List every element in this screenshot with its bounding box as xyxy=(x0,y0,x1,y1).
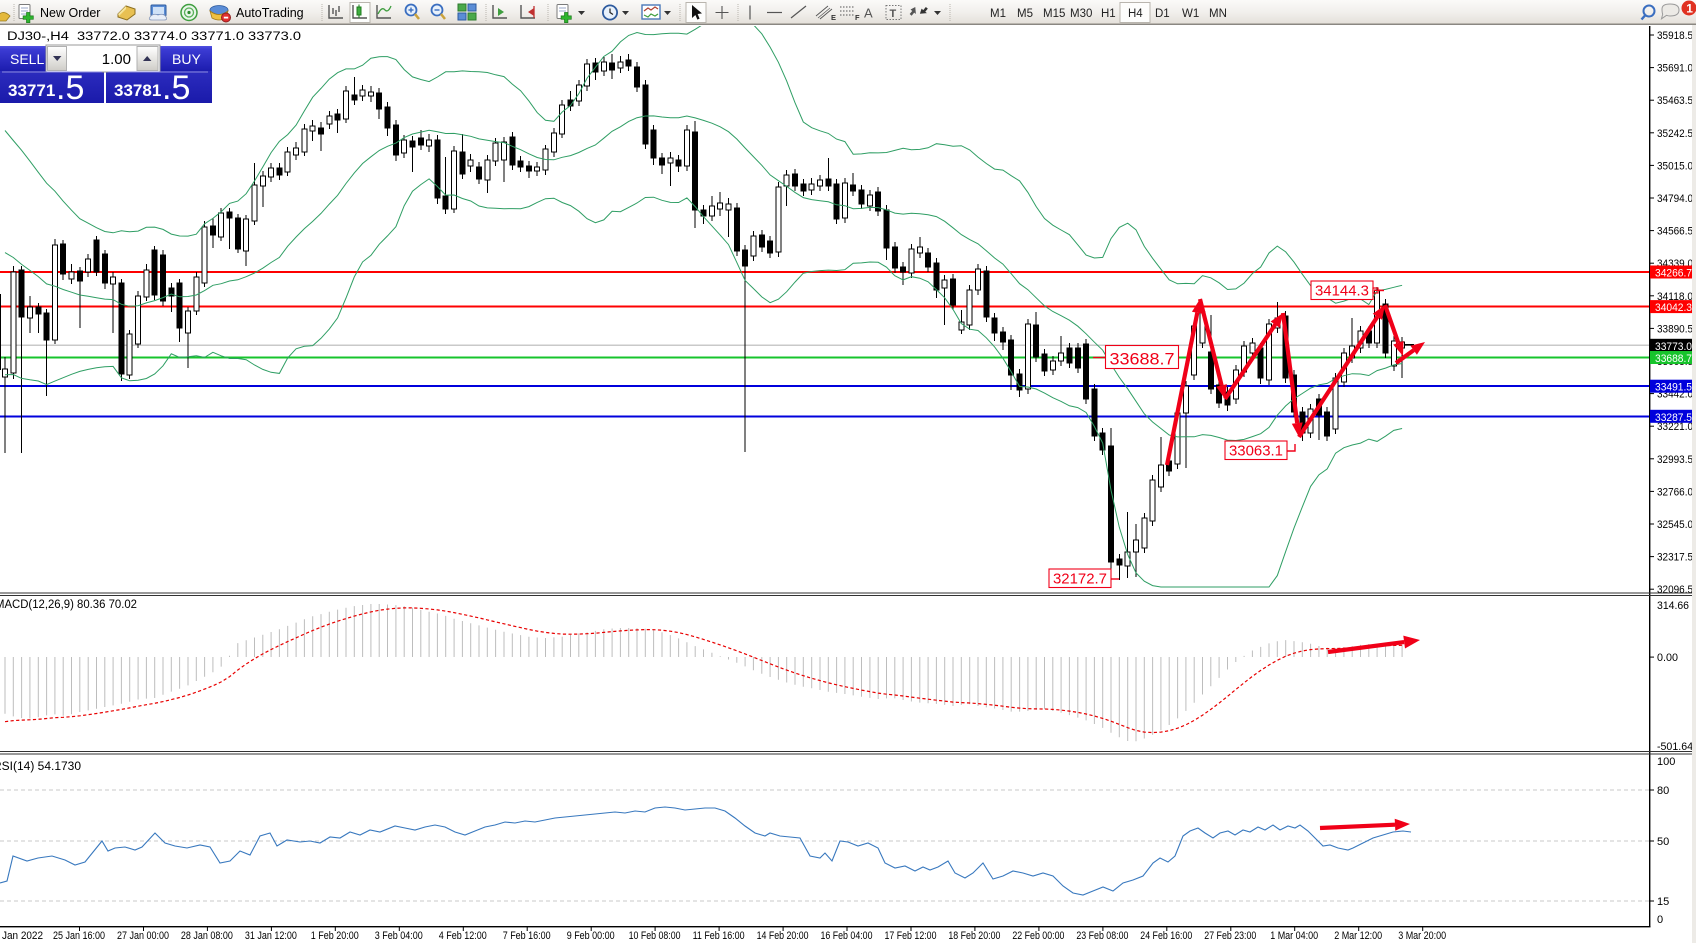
svg-text:34266.7: 34266.7 xyxy=(1655,268,1692,280)
svg-text:17 Feb 12:00: 17 Feb 12:00 xyxy=(885,930,937,942)
svg-text:35691.0: 35691.0 xyxy=(1657,63,1693,75)
svg-text:80: 80 xyxy=(1657,785,1669,797)
svg-text:100: 100 xyxy=(1657,756,1675,768)
svg-text:3 Feb 04:00: 3 Feb 04:00 xyxy=(375,930,423,942)
svg-text:D1: D1 xyxy=(1155,8,1170,20)
svg-text:33773.0: 33773.0 xyxy=(1655,341,1692,353)
svg-text:32545.0: 32545.0 xyxy=(1657,519,1693,531)
svg-text:15: 15 xyxy=(1657,896,1669,908)
svg-text:35015.0: 35015.0 xyxy=(1657,160,1693,172)
svg-text:DJ30-,H4 33772.0 33774.0 3377: DJ30-,H4 33772.0 33774.0 33771.0 33773.0 xyxy=(7,31,301,43)
svg-text:1.00: 1.00 xyxy=(102,51,131,68)
svg-text:35918.5: 35918.5 xyxy=(1657,30,1693,42)
svg-text:35463.5: 35463.5 xyxy=(1657,95,1693,107)
svg-text:10 Feb 08:00: 10 Feb 08:00 xyxy=(629,930,681,942)
svg-text:M30: M30 xyxy=(1070,8,1092,20)
svg-text:0.00: 0.00 xyxy=(1657,652,1678,664)
svg-text:1 Feb 20:00: 1 Feb 20:00 xyxy=(311,930,359,942)
svg-text:35242.5: 35242.5 xyxy=(1657,128,1693,140)
svg-text:2 Mar 12:00: 2 Mar 12:00 xyxy=(1334,930,1382,942)
svg-text:25 Jan 16:00: 25 Jan 16:00 xyxy=(53,930,105,942)
svg-text:1: 1 xyxy=(1686,2,1693,16)
svg-text:22 Feb 00:00: 22 Feb 00:00 xyxy=(1012,930,1064,942)
svg-text:RSI(14) 54.1730: RSI(14) 54.1730 xyxy=(0,761,81,773)
svg-text:14 Feb 20:00: 14 Feb 20:00 xyxy=(757,930,809,942)
svg-text:MN: MN xyxy=(1209,8,1227,20)
svg-text:New Order: New Order xyxy=(40,6,100,20)
svg-text:-501.64: -501.64 xyxy=(1657,741,1693,753)
svg-text:314.66: 314.66 xyxy=(1657,600,1689,612)
svg-text:32317.5: 32317.5 xyxy=(1657,552,1693,564)
svg-text:T: T xyxy=(890,8,897,20)
svg-text:AutoTrading: AutoTrading xyxy=(236,6,304,20)
svg-text:Jan 2022: Jan 2022 xyxy=(2,930,43,942)
svg-text:31 Jan 12:00: 31 Jan 12:00 xyxy=(245,930,297,942)
svg-text:9 Feb 00:00: 9 Feb 00:00 xyxy=(567,930,615,942)
svg-text:33063.1: 33063.1 xyxy=(1229,443,1283,460)
svg-text:33688.7: 33688.7 xyxy=(1110,350,1175,369)
svg-text:24 Feb 16:00: 24 Feb 16:00 xyxy=(1140,930,1192,942)
svg-text:F: F xyxy=(855,13,860,22)
svg-text:32096.5: 32096.5 xyxy=(1657,584,1693,596)
svg-text:32766.0: 32766.0 xyxy=(1657,486,1693,498)
svg-text:27 Jan 00:00: 27 Jan 00:00 xyxy=(117,930,169,942)
svg-text:34042.3: 34042.3 xyxy=(1655,302,1692,314)
svg-text:7 Feb 16:00: 7 Feb 16:00 xyxy=(503,930,551,942)
svg-text:23 Feb 08:00: 23 Feb 08:00 xyxy=(1076,930,1128,942)
svg-text:34118.0: 34118.0 xyxy=(1657,291,1693,303)
svg-text:SELL: SELL xyxy=(10,51,44,67)
svg-text:MACD(12,26,9) 80.36 70.02: MACD(12,26,9) 80.36 70.02 xyxy=(0,599,137,611)
svg-text:34794.0: 34794.0 xyxy=(1657,193,1693,205)
svg-text:16 Feb 04:00: 16 Feb 04:00 xyxy=(821,930,873,942)
svg-text:.5: .5 xyxy=(162,69,190,107)
svg-text:33771: 33771 xyxy=(8,81,55,100)
svg-text:33781: 33781 xyxy=(114,81,161,100)
svg-text:A: A xyxy=(864,6,873,21)
svg-text:M15: M15 xyxy=(1043,8,1065,20)
svg-text:W1: W1 xyxy=(1182,8,1199,20)
svg-text:M1: M1 xyxy=(990,8,1006,20)
svg-text:50: 50 xyxy=(1657,836,1669,848)
svg-text:M5: M5 xyxy=(1017,8,1033,20)
svg-text:4 Feb 12:00: 4 Feb 12:00 xyxy=(439,930,487,942)
svg-text:1 Mar 04:00: 1 Mar 04:00 xyxy=(1270,930,1318,942)
svg-text:3 Mar 20:00: 3 Mar 20:00 xyxy=(1398,930,1446,942)
svg-text:H4: H4 xyxy=(1128,8,1143,20)
svg-text:33688.7: 33688.7 xyxy=(1655,353,1692,365)
svg-text:BUY: BUY xyxy=(172,51,201,67)
svg-text:27 Feb 23:00: 27 Feb 23:00 xyxy=(1204,930,1256,942)
svg-text:28 Jan 08:00: 28 Jan 08:00 xyxy=(181,930,233,942)
svg-text:33491.5: 33491.5 xyxy=(1655,382,1692,394)
svg-text:0: 0 xyxy=(1657,914,1663,926)
svg-text:34566.5: 34566.5 xyxy=(1657,226,1693,238)
svg-text:32172.7: 32172.7 xyxy=(1053,571,1107,588)
svg-text:33287.5: 33287.5 xyxy=(1655,412,1692,424)
svg-text:.5: .5 xyxy=(56,69,84,107)
svg-text:33890.5: 33890.5 xyxy=(1657,323,1693,335)
svg-text:34144.3: 34144.3 xyxy=(1315,283,1369,300)
svg-text:32993.5: 32993.5 xyxy=(1657,454,1693,466)
svg-text:H1: H1 xyxy=(1101,8,1116,20)
svg-text:33221.0: 33221.0 xyxy=(1657,421,1693,433)
svg-text:E: E xyxy=(831,13,836,22)
svg-text:11 Feb 16:00: 11 Feb 16:00 xyxy=(693,930,745,942)
svg-text:18 Feb 20:00: 18 Feb 20:00 xyxy=(948,930,1000,942)
